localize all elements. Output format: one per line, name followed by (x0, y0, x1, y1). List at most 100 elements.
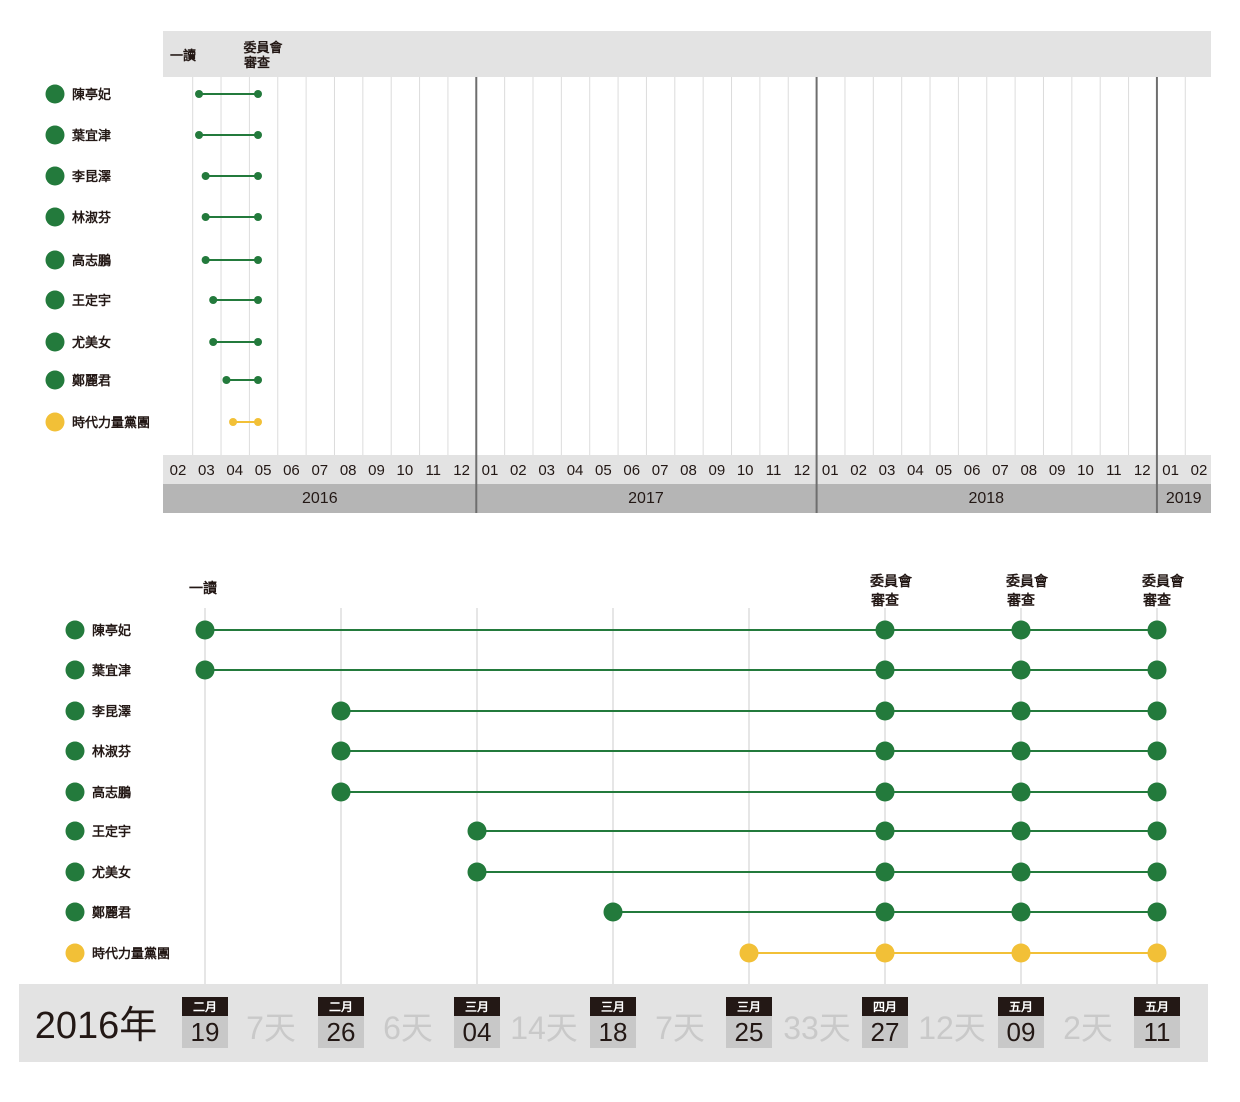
day-box (590, 1016, 636, 1048)
legend-party-dot (65, 620, 85, 640)
month-tag-label: 五月 (1009, 1000, 1033, 1014)
proposal-start-point (222, 376, 231, 384)
proposal-stage-point (875, 741, 895, 761)
month-tick-label: 10 (737, 462, 754, 479)
month-tick-label: 11 (766, 462, 782, 479)
proposal-end-point (254, 213, 262, 221)
day-box (726, 1016, 772, 1048)
month-tick-label: 02 (170, 462, 187, 479)
proposal-stage-point (875, 660, 895, 680)
proposal-end-point (254, 256, 262, 264)
stage-label-committee: 審查 (243, 55, 271, 70)
stage-label-first-reading: 一讀 (189, 580, 217, 596)
year-label: 2018 (968, 490, 1004, 507)
legend-party-dot (45, 125, 65, 145)
proposal-start-point (201, 172, 210, 180)
month-tag (1134, 997, 1180, 1016)
month-tick-label: 01 (822, 462, 839, 479)
legislator-name: 高志鵬 (92, 785, 131, 800)
legislator-name: 李昆澤 (71, 169, 111, 184)
stage-label-committee: 委員會 (242, 40, 283, 55)
month-tick-label: 04 (907, 462, 924, 479)
interval-days-label: 7天 (246, 1010, 296, 1046)
legislator-name: 林淑芬 (72, 210, 112, 225)
proposal-stage-point (331, 741, 351, 761)
proposal-start-point (195, 90, 204, 98)
month-tick-label: 01 (1162, 462, 1179, 479)
month-tag-label: 四月 (873, 1000, 897, 1014)
proposal-start-point (209, 338, 218, 346)
legend-party-dot (65, 902, 85, 922)
day-number: 11 (1144, 1017, 1171, 1047)
month-tick-label: 02 (1191, 462, 1208, 479)
month-tick-label: 12 (453, 462, 470, 479)
proposal-start-point (201, 256, 210, 264)
legend-party-dot (45, 332, 65, 352)
legislator-name: 陳亭妃 (72, 87, 111, 102)
month-tick-label: 06 (623, 462, 640, 479)
legislator-name: 鄭麗君 (92, 905, 131, 920)
proposal-stage-point (1011, 660, 1031, 680)
proposal-stage-point (1147, 902, 1167, 922)
month-tick-label: 03 (538, 462, 555, 479)
proposal-stage-point (1011, 943, 1031, 963)
proposal-stage-point (875, 782, 895, 802)
month-tick-label: 08 (340, 462, 357, 479)
legend-party-dot (45, 370, 65, 390)
proposal-stage-point (875, 701, 895, 721)
stage-label-committee: 委員會 (869, 573, 913, 589)
month-tick-label: 08 (680, 462, 697, 479)
month-tag (318, 997, 364, 1016)
day-number: 26 (327, 1017, 356, 1047)
legislator-name: 林淑芬 (92, 744, 132, 759)
proposal-end-point (254, 296, 262, 304)
legend-party-dot (45, 290, 65, 310)
month-tick-label: 07 (652, 462, 669, 479)
proposal-stage-point (875, 902, 895, 922)
month-tag-label: 二月 (329, 1000, 353, 1014)
proposal-start-point (201, 213, 210, 221)
proposal-stage-point (1147, 620, 1167, 640)
month-tick-label: 05 (255, 462, 272, 479)
proposal-stage-point (1147, 943, 1167, 963)
legend-party-dot (65, 821, 85, 841)
proposal-stage-point (875, 862, 895, 882)
day-box (1134, 1016, 1180, 1048)
legend-party-dot (45, 250, 65, 270)
year-label: 2016 (302, 490, 338, 507)
month-tick-label: 10 (397, 462, 414, 479)
proposal-stage-point (1011, 701, 1031, 721)
proposal-start-point (209, 296, 218, 304)
month-tick-label: 02 (850, 462, 867, 479)
stage-label-committee: 委員會 (1005, 573, 1049, 589)
legislator-name: 鄭麗君 (72, 373, 111, 388)
legislator-name: 葉宜津 (91, 663, 131, 678)
month-tick-label: 07 (311, 462, 328, 479)
legend-party-dot (45, 166, 65, 186)
proposal-stage-point (195, 620, 215, 640)
legend-party-dot (65, 943, 85, 963)
legislator-name: 王定宇 (92, 824, 131, 839)
day-number: 25 (735, 1017, 764, 1047)
month-tag-label: 三月 (465, 1000, 489, 1014)
legislator-name: 李昆澤 (91, 704, 131, 719)
proposal-stage-point (1147, 660, 1167, 680)
proposal-stage-point (1011, 741, 1031, 761)
month-tick-label: 11 (425, 462, 441, 479)
proposal-stage-point (739, 943, 759, 963)
month-tag (454, 997, 500, 1016)
month-tick-label: 04 (226, 462, 243, 479)
interval-days-label: 7天 (655, 1010, 705, 1046)
month-tag-label: 三月 (737, 1000, 761, 1014)
proposal-stage-point (1147, 782, 1167, 802)
legend-party-dot (65, 660, 85, 680)
stage-label-committee: 審查 (870, 592, 900, 608)
legislator-name: 時代力量黨團 (92, 946, 170, 961)
legend-party-dot (45, 207, 65, 227)
month-band (163, 455, 1211, 484)
month-tag-label: 五月 (1145, 1000, 1169, 1014)
proposal-stage-point (875, 620, 895, 640)
month-tick-label: 07 (992, 462, 1009, 479)
proposal-start-point (195, 131, 204, 139)
